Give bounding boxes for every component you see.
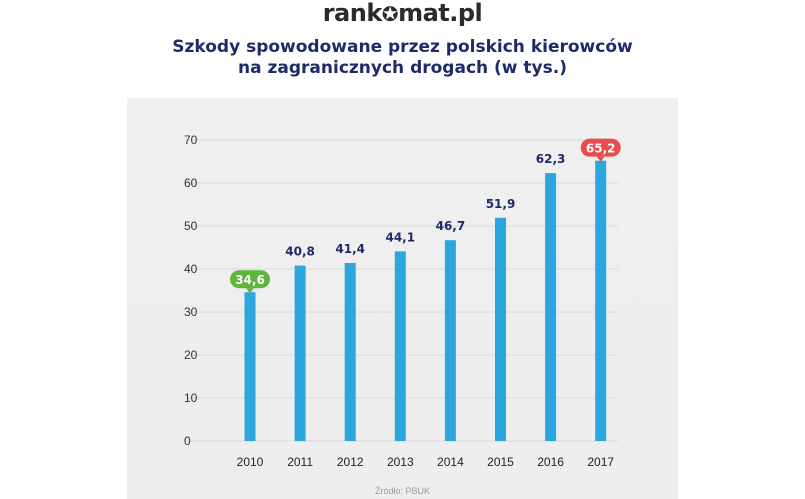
badge-pointer xyxy=(246,288,254,294)
bar xyxy=(244,292,256,441)
bar xyxy=(344,262,356,441)
data-label: 65,2 xyxy=(586,142,616,156)
chart-title-line2: na zagranicznych drogach (w tys.) xyxy=(238,58,567,78)
chart-title-line1: Szkody spowodowane przez polskich kierow… xyxy=(172,37,633,57)
x-tick-label: 2012 xyxy=(337,455,364,469)
x-tick-label: 2013 xyxy=(387,455,414,469)
y-tick-label: 70 xyxy=(184,133,198,147)
data-label: 34,6 xyxy=(235,273,265,287)
max-value-badge xyxy=(580,138,621,157)
logo-text-end: mat.pl xyxy=(398,0,483,27)
y-tick-label: 50 xyxy=(184,219,198,233)
badge-pointer xyxy=(596,156,605,162)
x-tick-label: 2010 xyxy=(237,455,264,469)
logo: rank✪mat.pl xyxy=(0,0,805,27)
y-tick-label: 20 xyxy=(184,348,198,362)
bar xyxy=(394,251,406,441)
bar xyxy=(545,173,557,442)
data-label: 62,3 xyxy=(536,152,566,166)
bar xyxy=(495,217,506,441)
star-icon: ✪ xyxy=(381,2,399,26)
x-tick-label: 2017 xyxy=(587,455,614,469)
bar xyxy=(595,160,607,441)
data-label: 46,7 xyxy=(436,219,466,233)
y-tick-label: 30 xyxy=(184,305,198,319)
x-tick-label: 2011 xyxy=(287,455,313,469)
x-tick-label: 2015 xyxy=(487,455,514,469)
y-tick-label: 0 xyxy=(184,434,191,448)
data-label: 41,4 xyxy=(335,242,365,256)
y-tick-label: 40 xyxy=(184,262,198,276)
y-tick-label: 10 xyxy=(184,391,198,405)
logo-text-start: rank xyxy=(322,0,383,27)
data-label: 51,9 xyxy=(486,197,516,211)
data-label: 40,8 xyxy=(285,245,315,259)
bar xyxy=(444,240,456,441)
x-tick-label: 2016 xyxy=(537,455,564,469)
y-tick-label: 60 xyxy=(184,176,198,190)
source-note: Źródło: PBUK xyxy=(374,486,431,496)
header-band xyxy=(127,0,678,98)
bar xyxy=(294,265,306,441)
x-tick-label: 2014 xyxy=(437,455,464,469)
data-label: 44,1 xyxy=(385,230,415,244)
min-value-badge xyxy=(230,270,270,289)
